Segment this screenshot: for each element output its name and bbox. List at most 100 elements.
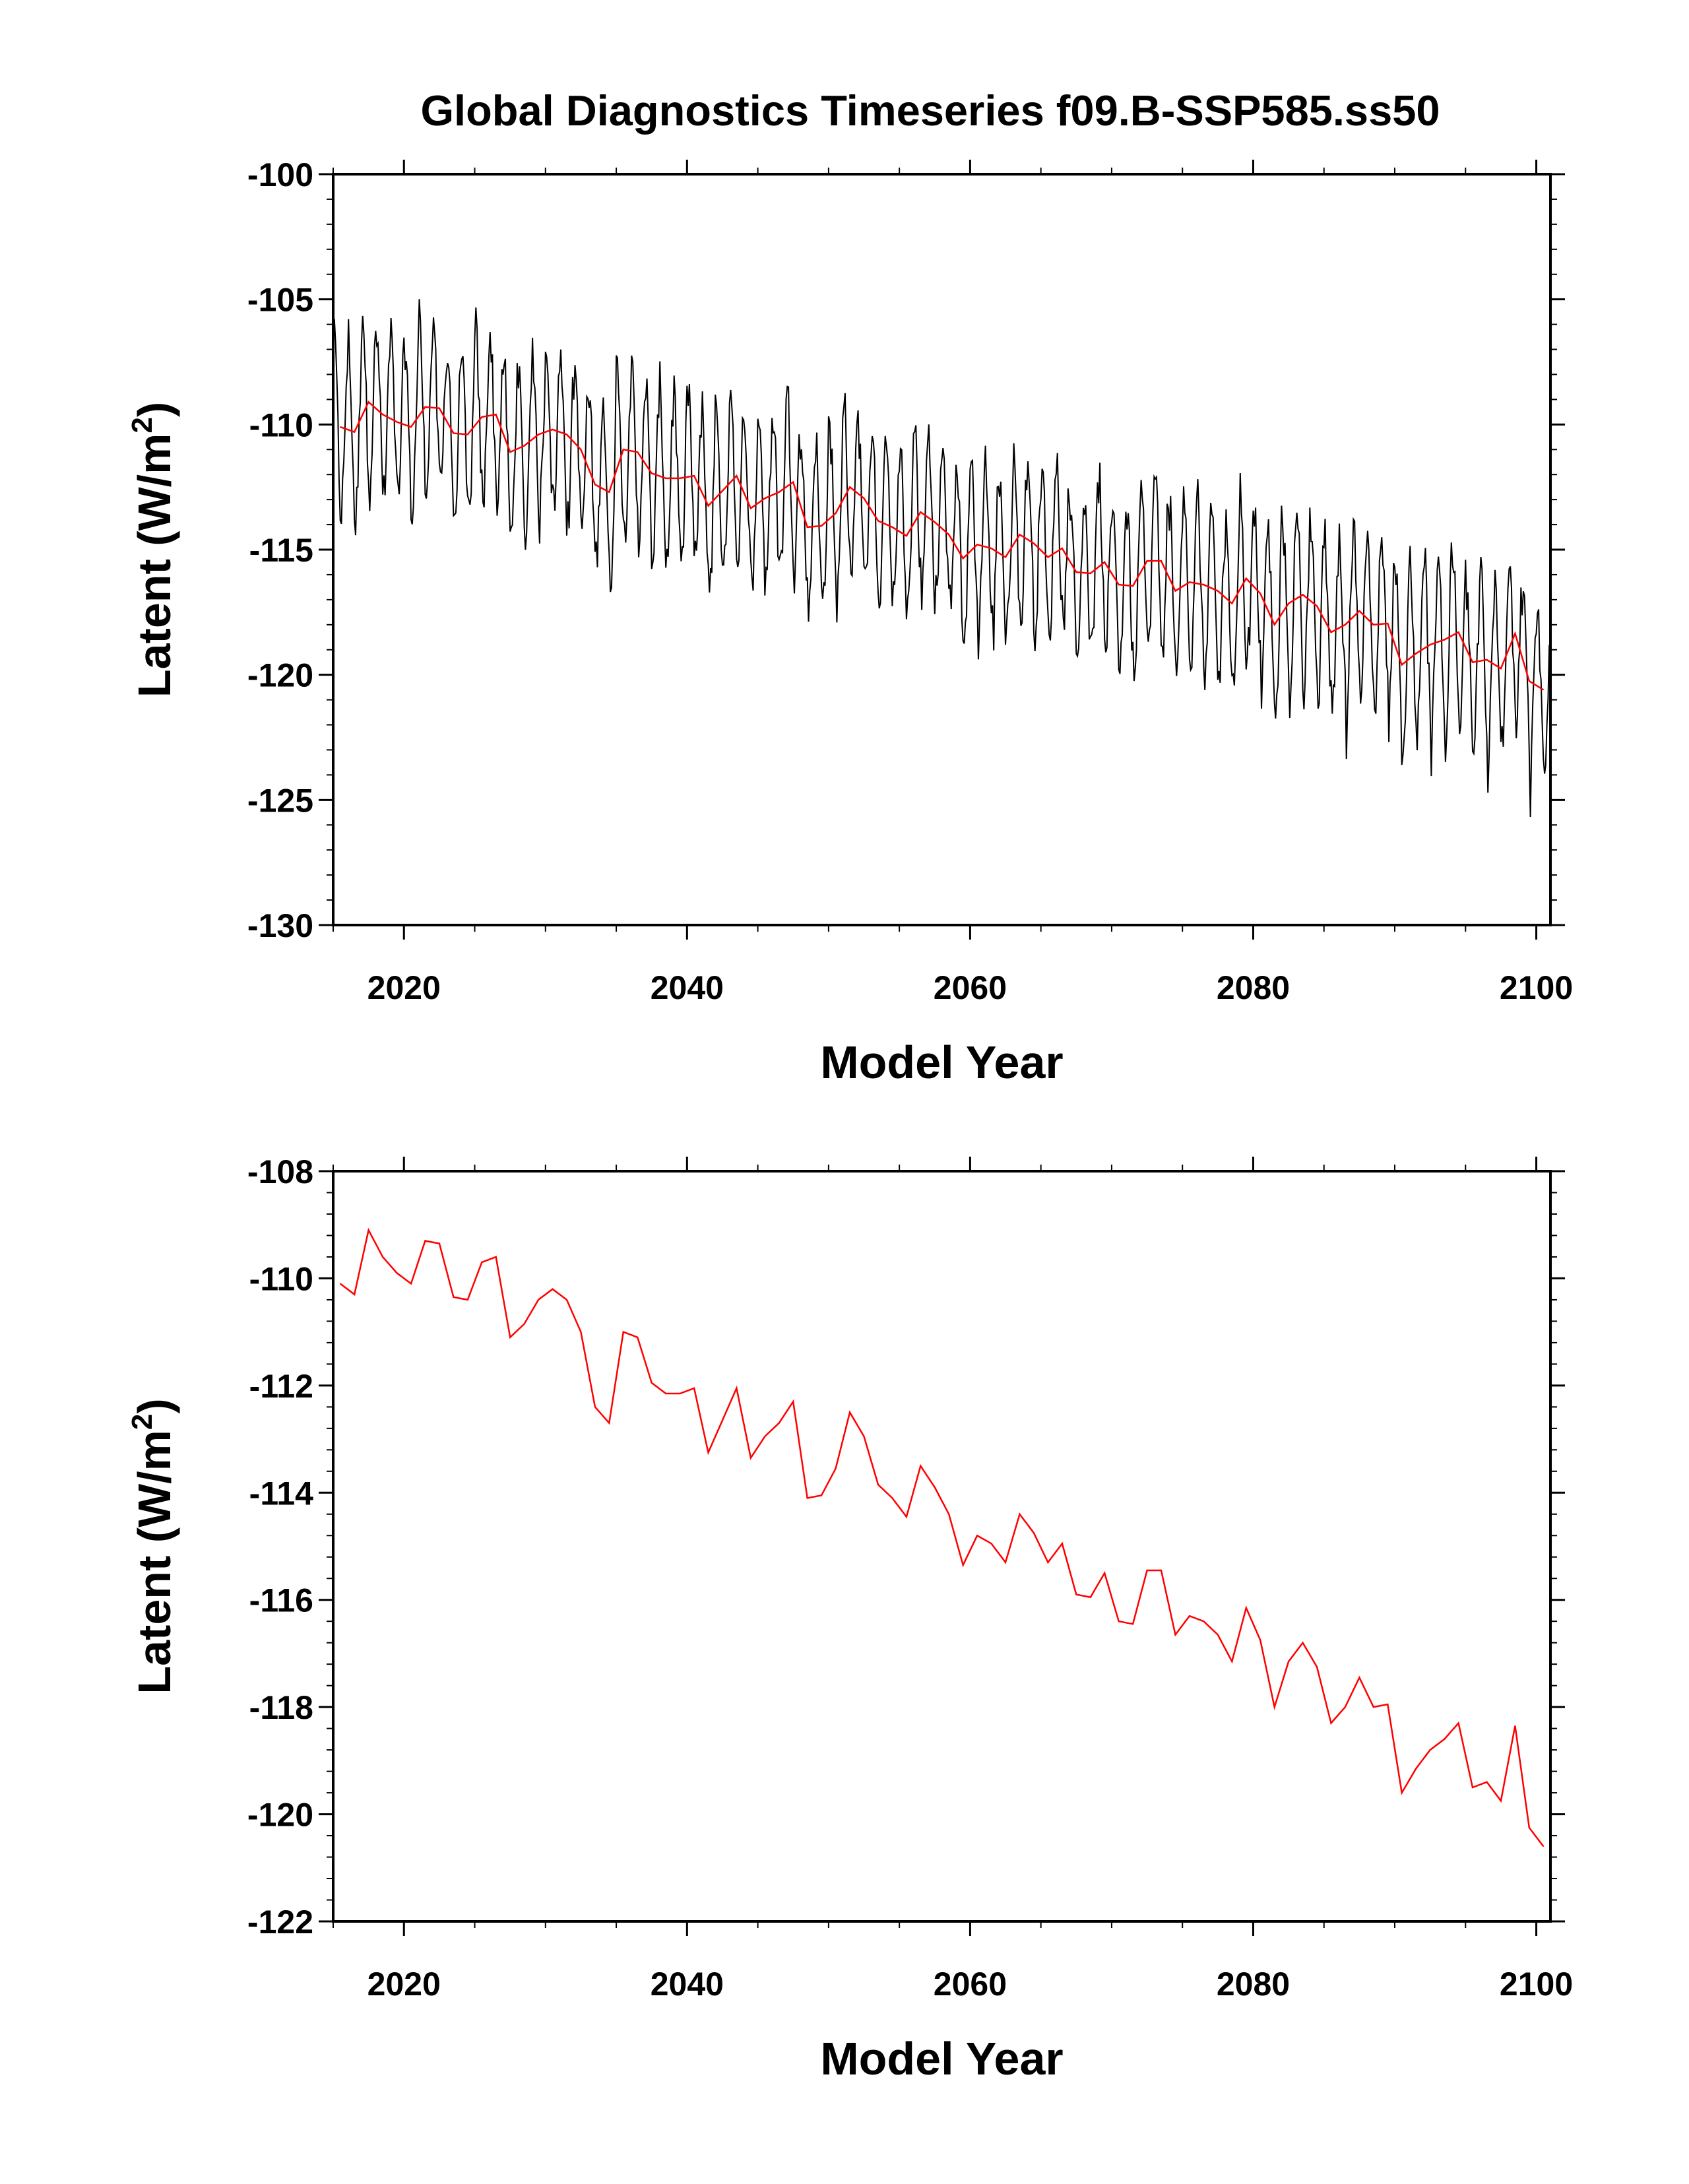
top-annual-mean-point (1458, 631, 1459, 633)
top-monthly-series-line (333, 299, 1550, 818)
top-plot-frame (332, 173, 1552, 926)
bottom-annual-mean-point (1174, 1634, 1176, 1636)
top-annual-mean-point (1189, 581, 1190, 583)
bottom-y-axis-label: Latent (W/m2) (126, 1398, 180, 1694)
top-annual-mean-point (566, 434, 567, 435)
top-annual-mean-point (1415, 653, 1417, 655)
bottom-ytick-label: -116 (249, 1582, 313, 1619)
top-annual-mean-point (1033, 542, 1035, 544)
bottom-annual-mean-point (906, 1516, 907, 1518)
top-annual-mean-point (1302, 594, 1304, 595)
bottom-annual-mean-point (1104, 1572, 1105, 1574)
top-x-axis-label: Model Year (820, 1037, 1063, 1088)
top-annual-mean-point (509, 451, 511, 453)
top-annual-mean-point (1373, 624, 1374, 626)
top-panel: 2020 2040 2060 2080 2100 -130 -125 -120 -115 -110… (126, 156, 1573, 1088)
bottom-annual-mean-point (1118, 1621, 1120, 1622)
chart-title: Global Diagnostics Timeseries f09.B-SSP5… (420, 86, 1440, 135)
bottom-annual-mean-point (1543, 1846, 1544, 1847)
top-annual-mean-point (467, 434, 468, 435)
bottom-annual-mean-point (495, 1256, 497, 1258)
top-annual-mean-point (1387, 623, 1388, 624)
bottom-ytick-label: -108 (247, 1153, 313, 1190)
bottom-ytick-label: -118 (249, 1689, 313, 1726)
bottom-annual-mean-point (1373, 1706, 1374, 1708)
bottom-annual-mean-point (410, 1283, 412, 1285)
top-annual-mean-point (1358, 610, 1360, 612)
bottom-annual-mean-point (1189, 1615, 1190, 1617)
top-annual-mean-line (340, 401, 1544, 691)
bottom-annual-mean-point (1203, 1621, 1204, 1622)
bottom-annual-mean-point (538, 1299, 539, 1301)
bottom-ytick-label: -112 (249, 1368, 313, 1405)
bottom-y-axis-label-text: Latent (W/m (129, 1430, 180, 1694)
bottom-y-axis-label-close: ) (129, 1398, 180, 1413)
bottom-annual-mean-point (920, 1465, 921, 1467)
bottom-xtick-label: 2080 (1217, 1966, 1290, 2003)
top-annual-mean-point (1019, 534, 1021, 535)
top-annual-mean-point (1274, 624, 1275, 626)
top-annual-mean-point (594, 484, 596, 486)
top-y-axis-label-sup: 2 (126, 417, 158, 433)
top-annual-mean-point (637, 451, 638, 453)
top-annual-mean-point (453, 433, 455, 434)
top-annual-mean-point (1259, 593, 1261, 594)
bottom-ytick-label: -122 (247, 1904, 313, 1941)
top-xtick-label: 2100 (1500, 969, 1573, 1006)
bottom-annual-mean-point (1387, 1704, 1388, 1705)
top-ytick-label: -100 (247, 156, 313, 193)
bottom-annual-mean-point (835, 1468, 837, 1469)
top-annual-mean-point (538, 434, 539, 435)
bottom-annual-mean-point (1274, 1706, 1275, 1708)
bottom-annual-mean-point (792, 1401, 794, 1402)
bottom-annual-mean-point (651, 1382, 653, 1384)
bottom-annual-mean-line (339, 1227, 1545, 1847)
top-y-axis-label-close: ) (129, 402, 180, 417)
top-annual-mean-point (1486, 659, 1488, 660)
bottom-annual-mean-point (1302, 1642, 1304, 1644)
top-annual-mean-point (495, 414, 497, 415)
top-ytick-label: -110 (249, 406, 313, 443)
bottom-x-axis-label: Model Year (820, 2033, 1063, 2084)
bottom-xtick-label: 2020 (367, 1966, 441, 2003)
top-annual-mean-point (1444, 639, 1445, 641)
bottom-annual-mean-point (1075, 1594, 1077, 1595)
top-annual-mean-point (991, 548, 992, 549)
bottom-annual-mean-point (566, 1299, 567, 1301)
top-annual-mean-point (552, 429, 554, 430)
top-xtick-label: 2020 (367, 969, 441, 1006)
top-xtick-label: 2040 (651, 969, 724, 1006)
bottom-ytick-label: -110 (249, 1260, 313, 1297)
bottom-annual-mean-point (707, 1452, 709, 1453)
top-annual-mean-point (1401, 664, 1403, 666)
top-annual-mean-point (1500, 668, 1502, 669)
top-annual-mean-point (424, 406, 426, 408)
bottom-annual-mean-point (934, 1487, 936, 1488)
top-annual-mean-point (707, 505, 709, 507)
bottom-plot-frame (332, 1170, 1552, 1923)
top-annual-mean-point (524, 445, 525, 447)
top-annual-mean-point (976, 544, 978, 546)
bottom-xtick-label: 2040 (651, 1966, 724, 2003)
top-annual-mean-point (651, 472, 653, 474)
top-annual-mean-point (920, 511, 921, 513)
bottom-annual-mean-point (354, 1294, 355, 1295)
bottom-annual-mean-point (1358, 1677, 1360, 1679)
bottom-annual-mean-point (467, 1299, 468, 1301)
top-xtick-label: 2060 (934, 969, 1007, 1006)
bottom-annual-mean-point (976, 1535, 978, 1536)
top-y-axis-label: Latent (W/m2) (126, 402, 180, 697)
bottom-annual-mean-point (821, 1494, 822, 1496)
bottom-xtick-label: 2100 (1500, 1966, 1573, 2003)
top-annual-mean-point (750, 507, 751, 509)
bottom-annual-mean-point (1415, 1768, 1417, 1770)
top-y-axis-label-text: Latent (W/m (129, 434, 180, 698)
bottom-annual-mean-point (424, 1240, 426, 1242)
top-ytick-label: -120 (247, 657, 313, 694)
bottom-annual-mean-point (368, 1229, 369, 1231)
bottom-annual-mean-point (1217, 1634, 1219, 1636)
top-ytick-label: -130 (247, 907, 313, 944)
bottom-ytick-label: -120 (247, 1797, 313, 1834)
bottom-y-axis-label-sup: 2 (126, 1414, 158, 1430)
